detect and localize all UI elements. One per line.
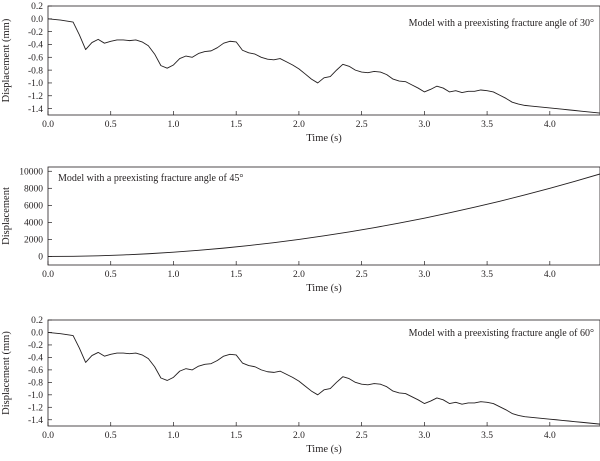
y-tick-label: -0.6	[28, 366, 43, 376]
y-tick-label: 0.0	[31, 15, 43, 25]
x-tick-label: 0.5	[105, 120, 117, 130]
x-tick-label: 2.0	[293, 120, 305, 130]
plot-frame	[47, 5, 600, 116]
x-tick-label: 3.5	[481, 120, 493, 130]
y-tick-label: -1.2	[28, 403, 43, 413]
x-tick-label: 1.0	[168, 431, 180, 441]
y-tick-label: 0	[38, 253, 43, 263]
x-tick-label: 1.0	[168, 270, 180, 280]
x-axis: 0.0 0.5 1.0 1.5 2.0 2.5 3.0 3.5 4.0	[42, 111, 556, 130]
x-tick-label: 2.0	[293, 431, 305, 441]
x-tick-label: 3.0	[418, 270, 430, 280]
x-tick-label: 1.5	[230, 270, 242, 280]
y-axis: 0.2 0.0 -0.2 -0.4 -0.6 -0.8 -1.0 -1.2 -1.4	[28, 316, 52, 426]
x-tick-label: 1.0	[168, 120, 180, 130]
y-tick-label: -0.2	[28, 28, 43, 38]
x-tick-label: 4.0	[544, 120, 556, 130]
y-tick-label: -1.0	[28, 391, 43, 401]
y-tick-label: 10000	[19, 167, 43, 177]
x-tick-label: 0.0	[42, 431, 54, 441]
x-tick-label: 2.5	[356, 120, 368, 130]
series-line-angle-30	[47, 18, 600, 114]
y-tick-label: -0.2	[28, 341, 43, 351]
y-tick-label: -0.6	[28, 53, 43, 63]
x-tick-label: 2.5	[356, 431, 368, 441]
panel-angle-30: 0.0 0.5 1.0 1.5 2.0 2.5 3.0 3.5 4.0 0.2 0.0 -0.2 -0…	[1, 2, 600, 144]
panel-annotation: Model with a preexisting fracture angle …	[409, 328, 594, 339]
x-tick-label: 3.5	[481, 431, 493, 441]
x-tick-label: 2.0	[293, 270, 305, 280]
x-tick-label: 2.5	[356, 270, 368, 280]
y-tick-label: -1.4	[28, 416, 43, 426]
x-tick-label: 4.0	[544, 270, 556, 280]
x-tick-label: 0.0	[42, 120, 54, 130]
x-tick-label: 3.0	[418, 431, 430, 441]
y-tick-label: 0.0	[31, 329, 43, 339]
x-tick-label: 0.5	[105, 270, 117, 280]
y-tick-label: 0.2	[31, 316, 43, 326]
y-tick-label: -0.4	[28, 41, 43, 51]
panel-angle-45: 0.0 0.5 1.0 1.5 2.0 2.5 3.0 3.5 4.0 10000 8000 600…	[1, 166, 600, 294]
y-tick-label: -1.2	[28, 92, 43, 102]
y-tick-label: -1.4	[28, 105, 43, 115]
x-tick-label: 3.0	[418, 120, 430, 130]
y-axis-label: Displacement (mm)	[1, 331, 12, 415]
panel-annotation: Model with a preexisting fracture angle …	[58, 173, 243, 184]
y-tick-label: 6000	[24, 202, 43, 212]
x-axis: 0.0 0.5 1.0 1.5 2.0 2.5 3.0 3.5 4.0	[42, 422, 556, 441]
y-tick-label: 2000	[24, 236, 43, 246]
plot-frame	[47, 166, 600, 266]
plot-frame	[47, 319, 600, 427]
x-tick-label: 1.5	[230, 120, 242, 130]
x-axis: 0.0 0.5 1.0 1.5 2.0 2.5 3.0 3.5 4.0	[42, 261, 556, 280]
y-tick-label: 0.2	[31, 2, 43, 12]
x-tick-label: 3.5	[481, 270, 493, 280]
y-tick-label: -0.8	[28, 66, 43, 76]
y-axis: 10000 8000 6000 4000 2000 0	[19, 167, 52, 263]
panel-angle-60: 0.0 0.5 1.0 1.5 2.0 2.5 3.0 3.5 4.0 0.2 0.0 -0.2 -0…	[1, 316, 600, 455]
y-axis: 0.2 0.0 -0.2 -0.4 -0.6 -0.8 -1.0 -1.2 -1.4	[28, 2, 52, 115]
y-axis-label: Displacement (mm)	[1, 18, 12, 102]
y-tick-label: 4000	[24, 219, 43, 229]
y-tick-label: -0.4	[28, 354, 43, 364]
y-tick-label: 8000	[24, 185, 43, 195]
x-tick-label: 0.5	[105, 431, 117, 441]
series-line-angle-45	[47, 173, 600, 257]
series-line-angle-60	[47, 332, 600, 425]
panel-annotation: Model with a preexisting fracture angle …	[409, 18, 594, 29]
y-tick-label: -0.8	[28, 379, 43, 389]
x-tick-label: 0.0	[42, 270, 54, 280]
x-tick-label: 1.5	[230, 431, 242, 441]
y-axis-label: Displacement	[1, 187, 12, 245]
x-axis-label: Time (s)	[306, 444, 342, 455]
x-axis-label: Time (s)	[306, 133, 342, 144]
x-axis-label: Time (s)	[306, 283, 342, 294]
x-tick-label: 4.0	[544, 431, 556, 441]
y-tick-label: -1.0	[28, 79, 43, 89]
